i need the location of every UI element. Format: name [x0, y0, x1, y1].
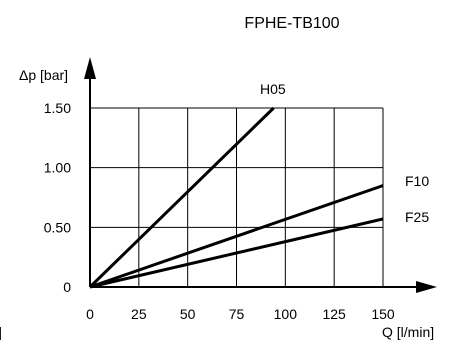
series-label-f10: F10: [405, 173, 429, 189]
series-labels: H05 F10 F25: [260, 81, 429, 225]
grid: [90, 107, 384, 287]
y-axis-arrow-icon: [84, 57, 96, 79]
series-label-h05: H05: [260, 81, 286, 97]
series-line-f10: [89, 184, 384, 289]
x-tick-label-75: 75: [229, 306, 245, 322]
series-line-f25: [89, 217, 384, 289]
x-axis-arrow-icon: [416, 281, 437, 293]
x-tick-label-100: 100: [274, 306, 298, 322]
x-axis-label: Q [l/min]: [382, 324, 434, 340]
series-line-h05: [88, 106, 275, 289]
x-tick-label-0: 0: [86, 306, 94, 322]
left-edge-fragment: ]: [0, 324, 2, 340]
axes: [84, 57, 437, 293]
x-tick-label-125: 125: [322, 306, 346, 322]
chart-title: FPHE-TB100: [244, 15, 339, 32]
y-tick-label-0: 0: [63, 279, 71, 295]
y-tick-label-1-5: 1.50: [44, 100, 71, 116]
y-tick-label-1: 1.00: [44, 160, 71, 176]
series-label-f25: F25: [405, 209, 429, 225]
x-tick-label-50: 50: [180, 306, 196, 322]
x-tick-label-150: 150: [371, 306, 395, 322]
x-tick-label-25: 25: [131, 306, 147, 322]
y-tick-label-0-5: 0.50: [44, 219, 71, 235]
tick-labels: 0 25 50 75 100 125 150 0 0.50 1.00 1.50: [44, 100, 395, 322]
series-lines: [88, 106, 384, 289]
y-axis-label: Δp [bar]: [19, 67, 68, 83]
